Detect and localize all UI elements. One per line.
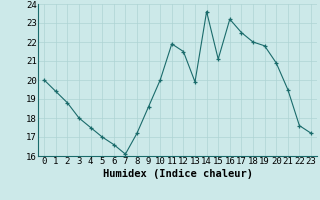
X-axis label: Humidex (Indice chaleur): Humidex (Indice chaleur) [103, 169, 252, 179]
